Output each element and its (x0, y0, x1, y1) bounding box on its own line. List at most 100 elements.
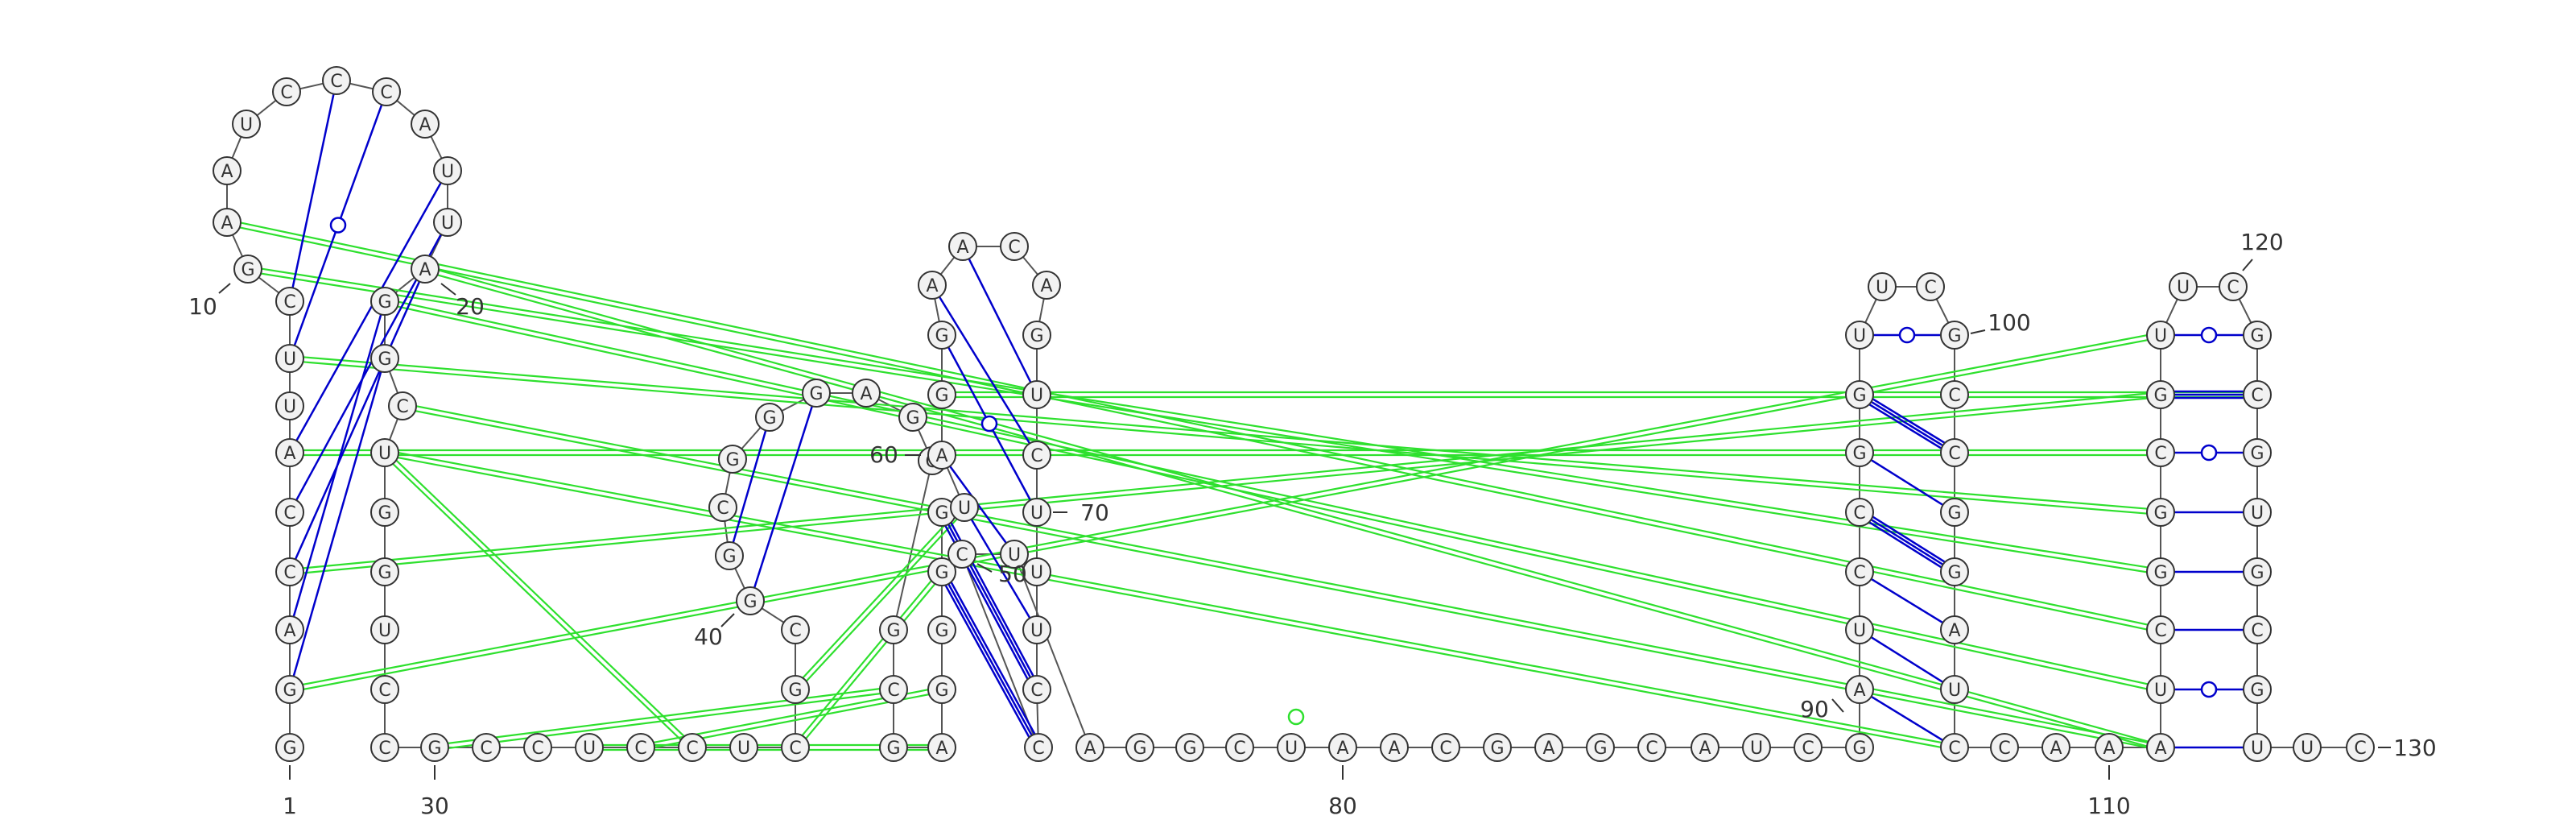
nucleotide: G (1125, 733, 1154, 762)
nucleotide-circle (1586, 733, 1615, 762)
position-number: 50 (976, 561, 1027, 587)
nucleotide-letter: G (886, 739, 900, 759)
tertiary-interaction-line (402, 407, 2161, 751)
nucleotide-letter: C (686, 739, 698, 759)
nucleotide: A (1032, 271, 1061, 300)
nucleotide-circle (1940, 438, 1969, 467)
nucleotide-letter: A (221, 162, 233, 182)
tertiary-interaction-line (289, 359, 2161, 516)
nucleotide-letter: U (2301, 739, 2314, 759)
nucleotide-letter: U (2177, 278, 2190, 298)
nucleotide: G (879, 615, 908, 644)
position-label: 120 (2240, 229, 2283, 255)
nucleotide-letter: G (2250, 563, 2264, 583)
nucleotide-circle (852, 379, 881, 408)
nucleotide: G (781, 675, 810, 704)
nucleotide-circle (2146, 498, 2175, 527)
nucleotide-letter: U (958, 499, 971, 519)
nucleotide: U (575, 733, 604, 762)
nucleotide-letter: C (1008, 238, 1020, 258)
nucleotide: C (2146, 438, 2175, 467)
position-number: 40 (694, 613, 735, 650)
nucleotide-circle (2243, 498, 2272, 527)
nucleotide: A (2095, 733, 2124, 762)
position-number: 110 (2087, 765, 2131, 819)
nucleotide: G (370, 287, 399, 316)
nucleotide-circle (2041, 733, 2070, 762)
position-label: 50 (998, 561, 1027, 587)
nucleotide-letter: U (1285, 739, 1298, 759)
nucleotide-letter: A (1542, 739, 1554, 759)
position-number: 20 (440, 283, 485, 320)
nucleotide: C (1940, 380, 1969, 409)
nucleotide-letter: A (1853, 681, 1865, 701)
nucleotide-circle (879, 733, 908, 762)
nucleotide: C (275, 557, 304, 586)
nucleotide: U (2169, 272, 2198, 301)
nucleotide-circle (233, 255, 262, 284)
position-number: 80 (1328, 765, 1357, 819)
nucleotide: U (2293, 733, 2322, 762)
nucleotide-letter: A (1948, 621, 1960, 641)
nucleotide-circle (715, 541, 744, 570)
tertiary-interaction-line (792, 505, 964, 689)
nucleotide-circle (275, 733, 304, 762)
nucleotide: G (1940, 321, 1969, 350)
canonical-pair-line (947, 583, 1033, 736)
nucleotide-letter: U (2154, 681, 2167, 701)
canonical-pair-line (968, 258, 1032, 383)
nucleotide-circle (2243, 438, 2272, 467)
nucleotide-letter: U (378, 444, 391, 464)
canonical-pair-line (1870, 695, 1944, 742)
nucleotide-letter: C (1948, 444, 1960, 464)
canonical-pair-line (753, 405, 814, 589)
position-tick (1970, 329, 1986, 334)
nucleotide-letter: G (241, 260, 254, 280)
nucleotide: G (927, 321, 956, 350)
nucleotide-circle (781, 733, 810, 762)
nucleotide-circle (2169, 272, 2198, 301)
nucleotide-letter: C (1853, 503, 1865, 524)
nucleotide-circle (736, 586, 765, 615)
tertiary-interaction-line (290, 354, 2161, 511)
nucleotide-letter: G (1852, 386, 1866, 406)
nucleotide-circle (411, 255, 440, 284)
position-number: 90 (1800, 696, 1844, 722)
tertiary-interaction-line (382, 453, 691, 750)
position-label: 90 (1800, 696, 1829, 722)
nucleotide-letter: C (956, 545, 968, 565)
nucleotide-circle (781, 615, 810, 644)
nucleotide: C (2219, 272, 2248, 301)
nucleotide-circle (755, 403, 784, 432)
nucleotide-letter: A (2103, 739, 2115, 759)
nucleotide: U (1845, 321, 1874, 350)
nucleotide-circle (370, 344, 399, 373)
tertiary-interaction-line (434, 685, 894, 747)
nucleotide-letter: C (1924, 278, 1936, 298)
nucleotide: U (1022, 557, 1051, 586)
nucleotide-circle (322, 66, 351, 95)
nucleotide-letter: G (2250, 681, 2264, 701)
nucleotide-circle (575, 733, 604, 762)
nucleotide: C (947, 540, 976, 569)
nucleotide: G (927, 615, 956, 644)
nucleotide-letter: G (725, 450, 739, 470)
nucleotide: G (715, 541, 744, 570)
nucleotide-circle (950, 493, 979, 522)
nucleotide-circle (1940, 615, 1969, 644)
nucleotide: A (1075, 733, 1104, 762)
nucleotide-circle (2146, 557, 2175, 586)
nucleotide: A (1380, 733, 1409, 762)
nucleotide: A (948, 232, 977, 261)
nucleotide-circle (1022, 498, 1051, 527)
nucleotide-circle (1845, 498, 1874, 527)
nucleotide: C (1845, 557, 1874, 586)
nucleotide-letter: C (634, 739, 646, 759)
tertiary-interactions-layer (226, 218, 2257, 751)
nucleotide-letter: C (887, 681, 899, 701)
nucleotide-letter: A (2154, 739, 2166, 759)
nucleotide: C (1916, 272, 1945, 301)
nucleotide-circle (1032, 271, 1061, 300)
nucleotide-circle (927, 675, 956, 704)
canonical-pair-line (1868, 404, 1942, 449)
